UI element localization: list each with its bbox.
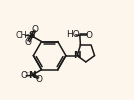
Text: ⁻: ⁻ — [24, 69, 28, 78]
Text: O: O — [36, 75, 43, 84]
Text: O: O — [21, 71, 28, 80]
Text: CH₃: CH₃ — [15, 31, 30, 40]
Text: O: O — [85, 31, 92, 40]
Text: O: O — [32, 25, 39, 34]
Text: HO: HO — [66, 30, 80, 39]
Text: S: S — [29, 31, 35, 40]
Text: N: N — [73, 51, 81, 60]
Text: O: O — [25, 38, 32, 47]
Text: N: N — [28, 71, 36, 80]
Text: +: + — [31, 70, 37, 76]
